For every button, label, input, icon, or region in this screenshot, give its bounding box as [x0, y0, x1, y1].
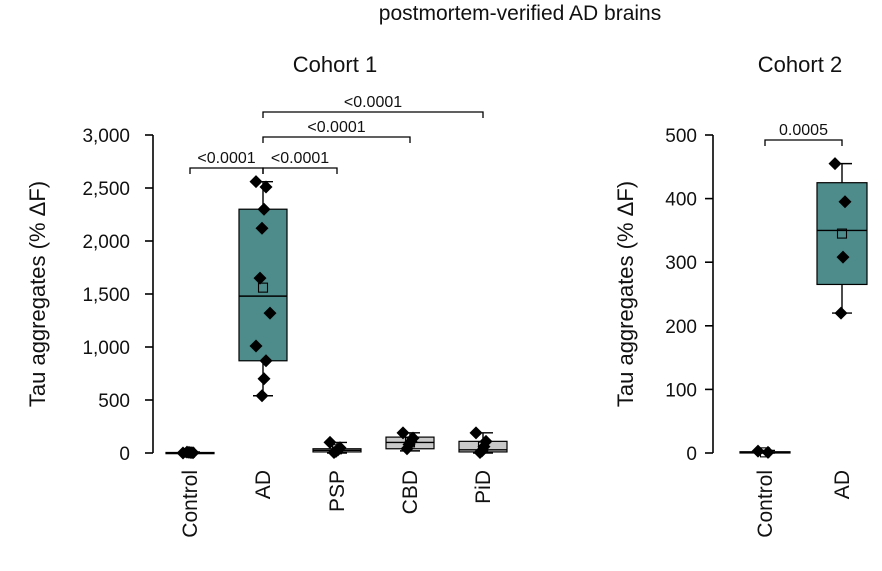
p-value-label: <0.0001	[197, 150, 255, 167]
box-mean-marker	[836, 228, 848, 239]
data-point	[323, 435, 337, 449]
x-category-label: CBD	[399, 470, 422, 514]
chart-title: Cohort 2	[758, 52, 842, 77]
data-point	[257, 202, 271, 216]
p-value-label: <0.0001	[307, 119, 365, 136]
chart-title: Cohort 1	[293, 52, 377, 77]
data-point	[255, 389, 269, 403]
y-tick-label: 300	[665, 253, 697, 274]
data-point	[473, 445, 487, 459]
cohort-1-chart: Cohort 1 Tau aggregates (% ΔF) 0 500 1,000 1,…	[25, 52, 508, 538]
y-tick-label: 2,500	[82, 179, 130, 200]
data-point	[253, 271, 267, 285]
p-value-label: <0.0001	[271, 150, 329, 167]
y-tick-label: 1,000	[82, 338, 130, 359]
y-tick-label: 400	[665, 190, 697, 211]
x-category-label: PSP	[326, 470, 349, 512]
significance-bracket	[262, 111, 484, 118]
y-tick-label: 3,000	[82, 126, 130, 147]
y-tick-label: 500	[665, 126, 697, 147]
significance-bracket	[189, 167, 264, 174]
data-point	[469, 426, 483, 440]
figure-heading: postmortem-verified AD brains	[379, 2, 661, 25]
data-point	[249, 339, 263, 353]
data-point	[838, 195, 852, 209]
box-iqr	[816, 182, 868, 286]
data-point	[834, 306, 848, 320]
data-point	[396, 426, 410, 440]
y-tick-label: 2,000	[82, 232, 130, 253]
x-category-label: PiD	[472, 470, 495, 504]
data-point	[259, 180, 273, 194]
data-point	[751, 444, 765, 458]
significance-bracket	[262, 167, 338, 174]
x-category-label: AD	[252, 470, 275, 499]
data-point	[259, 354, 273, 368]
data-point	[255, 221, 269, 235]
box-mean-marker	[257, 282, 269, 293]
data-point	[836, 250, 850, 264]
y-tick-label: 0	[119, 444, 130, 465]
y-tick-label: 500	[98, 391, 130, 412]
cohort-2-chart: Cohort 2 Tau aggregates (% ΔF) 0 100 200 300 4…	[613, 52, 868, 538]
x-category-label: Control	[179, 470, 202, 538]
data-point	[327, 445, 341, 459]
x-category-label: Control	[754, 470, 777, 538]
data-point	[180, 445, 194, 459]
y-axis-label: Tau aggregates (% ΔF)	[613, 181, 638, 407]
significance-bracket	[764, 139, 843, 146]
data-point	[263, 306, 277, 320]
p-value-label: 0.0005	[779, 122, 828, 139]
significance-bracket	[262, 136, 411, 143]
data-point	[828, 157, 842, 171]
data-point	[400, 442, 414, 456]
data-point	[249, 175, 263, 189]
y-tick-label: 1,500	[82, 285, 130, 306]
data-point	[257, 372, 271, 386]
y-tick-label: 200	[665, 317, 697, 338]
y-tick-label: 100	[665, 380, 697, 401]
p-value-label: <0.0001	[344, 94, 402, 111]
y-axis-label: Tau aggregates (% ΔF)	[25, 181, 50, 407]
data-point	[761, 445, 775, 459]
y-tick-label: 0	[686, 444, 697, 465]
x-category-label: AD	[831, 470, 854, 499]
